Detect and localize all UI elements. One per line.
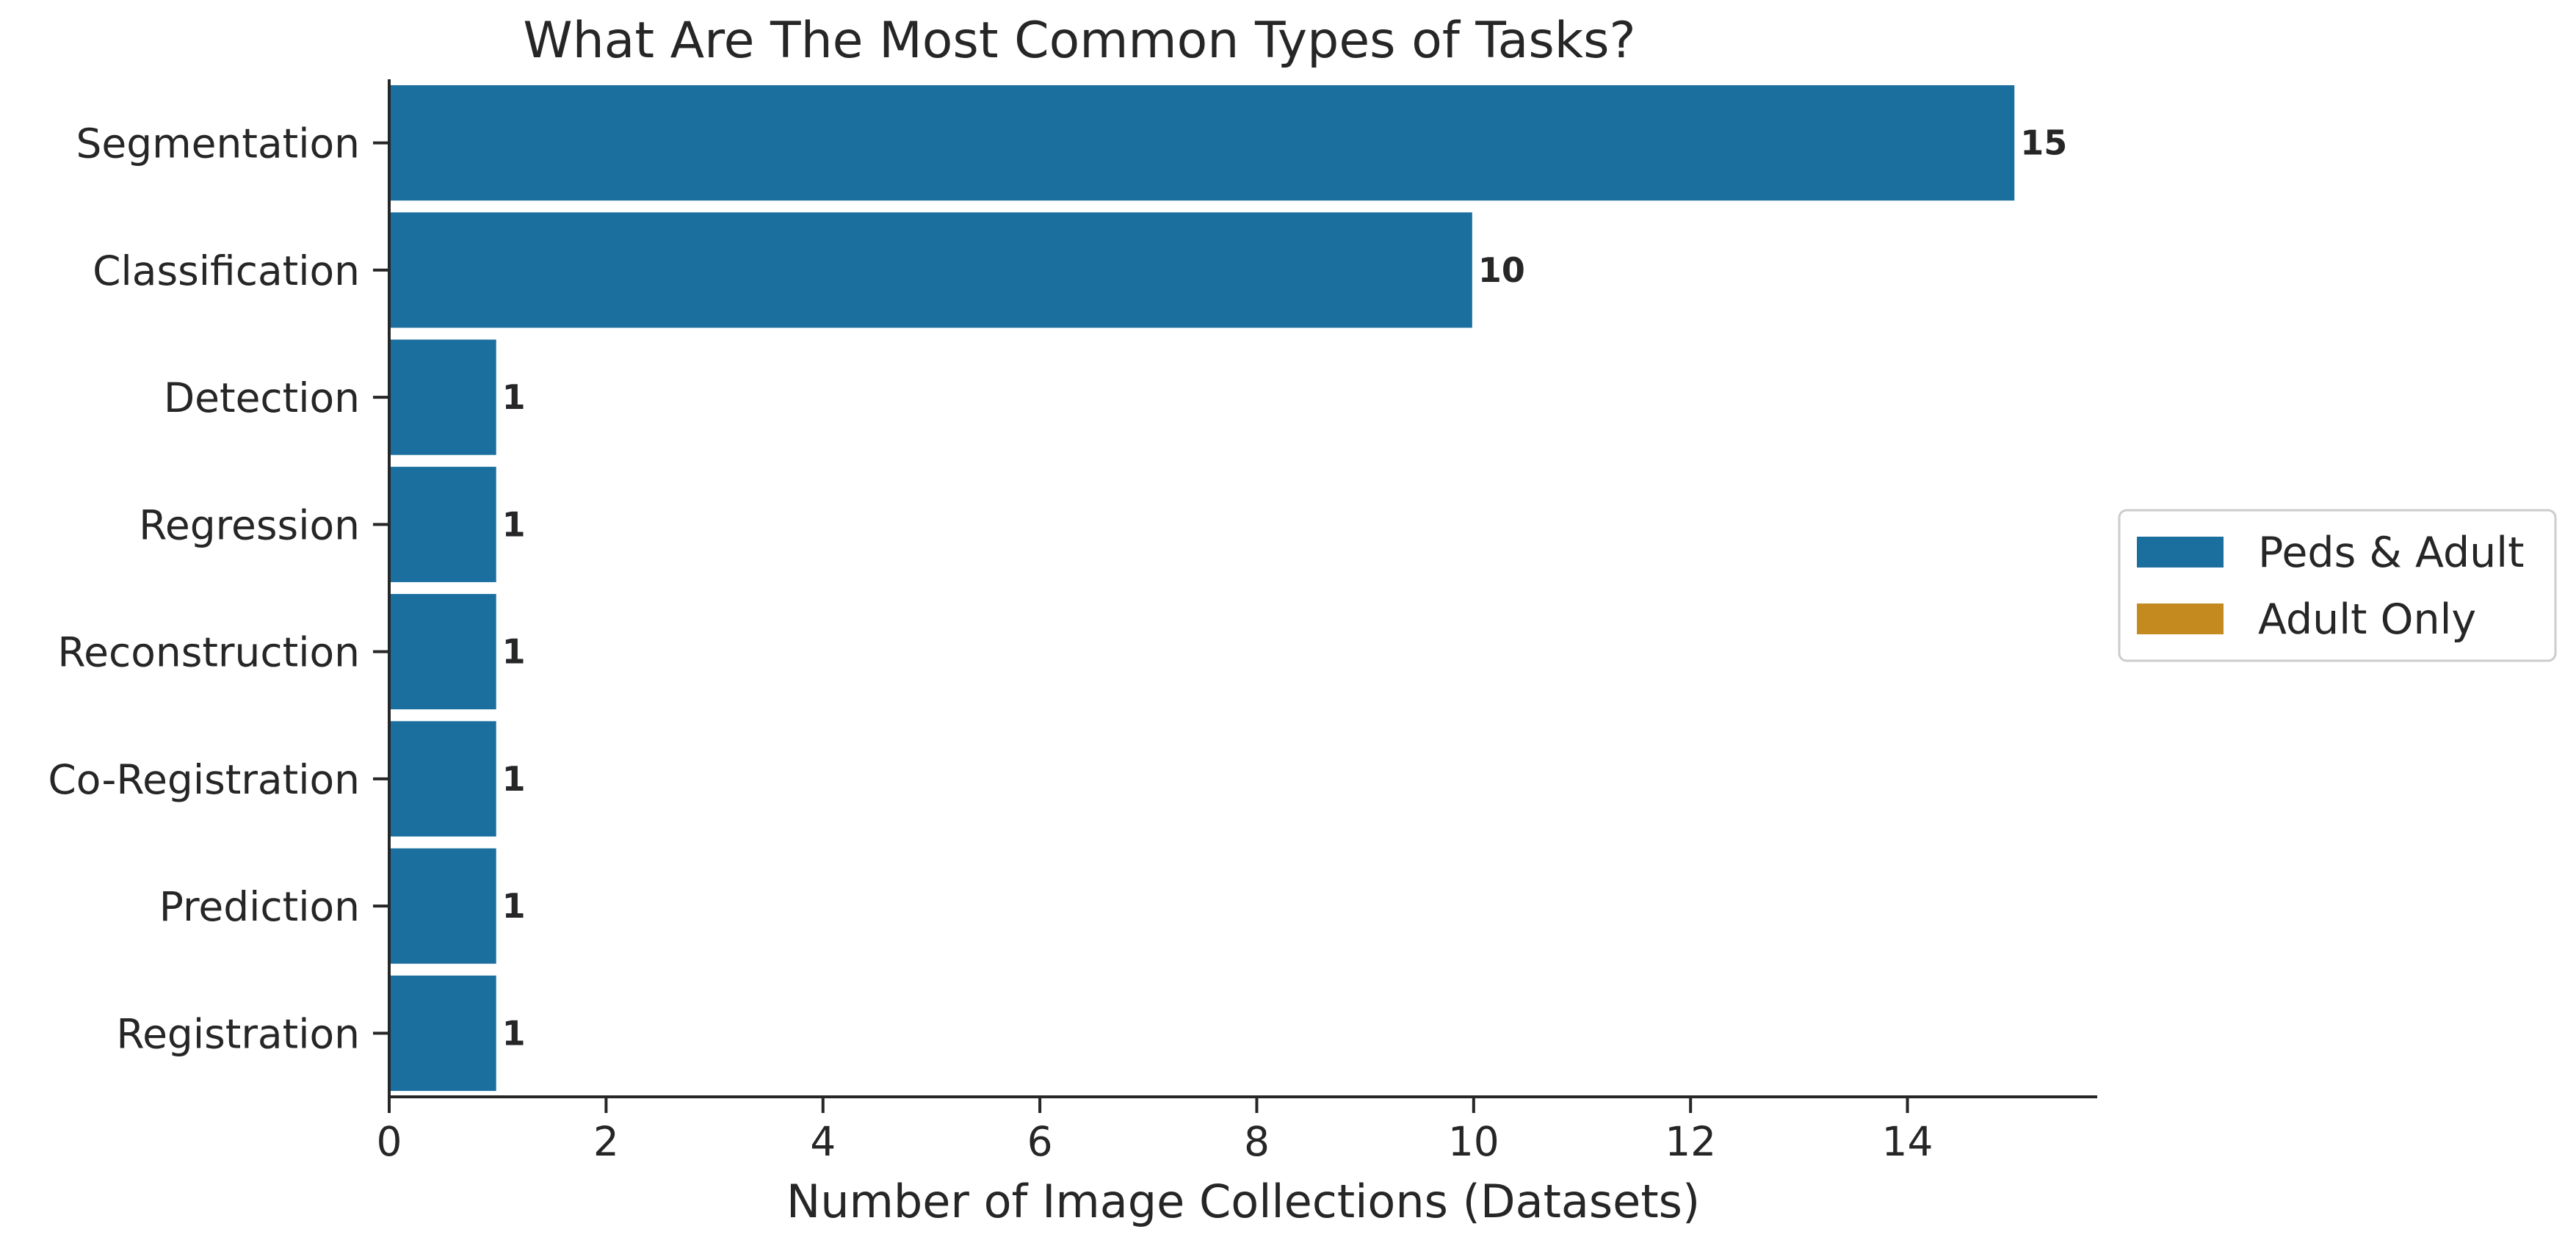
x-tick-label: 8 bbox=[1244, 1118, 1270, 1165]
y-tick-label: Regression bbox=[139, 501, 360, 548]
y-tick-label: Co-Registration bbox=[48, 756, 360, 803]
bar-reconstruction-series-0 bbox=[388, 591, 499, 713]
x-axis-label: Number of Image Collections (Datasets) bbox=[786, 1175, 1700, 1228]
data-label: 10 bbox=[1478, 250, 1525, 290]
x-tick-label: 12 bbox=[1665, 1118, 1716, 1165]
data-label: 15 bbox=[2020, 123, 2067, 163]
data-label: 1 bbox=[502, 377, 526, 417]
x-tick-label: 6 bbox=[1027, 1118, 1053, 1165]
x-tick-label: 2 bbox=[593, 1118, 619, 1165]
legend: Peds & Adult Adult Only bbox=[2118, 509, 2557, 662]
data-labels-group: 15 10 1 1 1 1 1 1 bbox=[502, 123, 2068, 1054]
legend-label: Adult Only bbox=[2258, 595, 2476, 644]
bars-group bbox=[388, 82, 2018, 1094]
x-tick-label: 10 bbox=[1448, 1118, 1499, 1165]
legend-frame bbox=[2118, 509, 2557, 662]
data-label: 1 bbox=[502, 504, 526, 544]
data-label: 1 bbox=[502, 886, 526, 926]
bar-registration-series-0 bbox=[388, 972, 499, 1094]
bar-detection-series-0 bbox=[388, 336, 499, 458]
data-label: 1 bbox=[502, 632, 526, 672]
legend-swatch bbox=[2137, 603, 2224, 634]
bar-co-registration-series-0 bbox=[388, 718, 499, 840]
y-tick-label: Prediction bbox=[159, 883, 360, 930]
bar-classification-series-0 bbox=[388, 209, 1475, 331]
y-tick-label: Registration bbox=[116, 1010, 360, 1057]
bar-segmentation-series-0 bbox=[388, 82, 2018, 204]
y-tick-label: Segmentation bbox=[76, 120, 360, 167]
bar-regression-series-0 bbox=[388, 463, 499, 585]
y-tick-label: Detection bbox=[164, 374, 360, 421]
y-ticks-group: Segmentation Classification Detection Regre… bbox=[48, 120, 389, 1057]
chart-title: What Are The Most Common Types of Tasks? bbox=[523, 12, 1635, 70]
y-tick-label: Classification bbox=[93, 247, 360, 294]
x-tick-label: 0 bbox=[377, 1118, 402, 1165]
data-label: 1 bbox=[502, 759, 526, 799]
legend-label: Peds & Adult bbox=[2258, 529, 2524, 577]
x-ticks-group: 0 2 4 6 8 10 12 14 bbox=[377, 1097, 1933, 1165]
y-tick-label: Reconstruction bbox=[57, 629, 360, 676]
x-tick-label: 4 bbox=[810, 1118, 836, 1165]
x-tick-label: 14 bbox=[1882, 1118, 1933, 1165]
bar-prediction-series-0 bbox=[388, 845, 499, 967]
data-label: 1 bbox=[502, 1013, 526, 1053]
legend-swatch bbox=[2137, 537, 2224, 568]
